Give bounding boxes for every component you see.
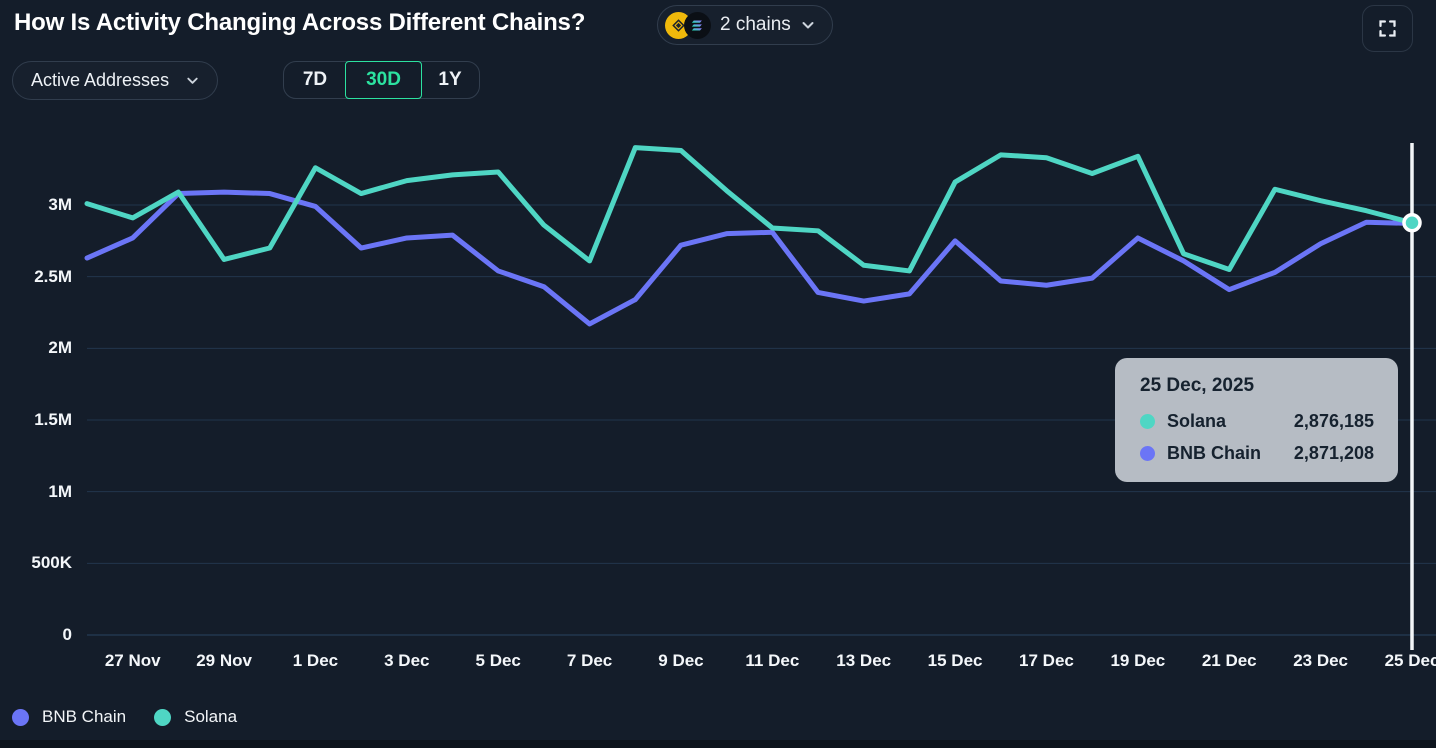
chart-legend: BNB Chain Solana — [12, 707, 237, 727]
tooltip-series-name: BNB Chain — [1167, 443, 1261, 463]
x-tick-label: 29 Nov — [196, 651, 252, 670]
y-tick-label: 2.5M — [34, 266, 72, 286]
series-line-bnb — [84, 189, 1415, 327]
y-tick-label: 0 — [62, 625, 72, 644]
y-tick-label: 500K — [31, 553, 72, 573]
tooltip-row-solana: Solana 2,876,185 — [1140, 411, 1374, 432]
legend-dot-solana — [154, 708, 172, 726]
y-tick-label: 2M — [48, 338, 72, 358]
legend-label: BNB Chain — [42, 707, 127, 726]
tooltip-dot-bnb — [1140, 446, 1155, 461]
legend-item-bnb[interactable]: BNB Chain — [12, 707, 126, 727]
chevron-down-icon — [185, 73, 200, 88]
x-tick-label: 3 Dec — [384, 651, 430, 670]
x-tick-label: 15 Dec — [927, 651, 983, 670]
solana-icon — [684, 11, 711, 39]
bottom-strip — [0, 740, 1436, 748]
x-tick-label: 9 Dec — [658, 651, 704, 670]
range-tab-30d[interactable]: 30D — [345, 61, 422, 99]
chain-icons-group — [665, 11, 711, 39]
tooltip-series-name: Solana — [1167, 411, 1227, 431]
tooltip-row-bnb: BNB Chain 2,871,208 — [1140, 443, 1374, 464]
tooltip-date: 25 Dec, 2025 — [1140, 375, 1255, 396]
expand-icon — [1377, 18, 1398, 39]
tooltip-series-value: 2,876,185 — [1293, 411, 1374, 431]
range-tab-7d[interactable]: 7D — [302, 69, 328, 90]
x-tick-label: 13 Dec — [836, 651, 892, 670]
metric-dropdown-value: Active Addresses — [31, 70, 170, 90]
legend-dot-bnb — [12, 708, 29, 726]
series-line-solana — [84, 145, 1415, 274]
y-tick-label: 1M — [48, 481, 72, 501]
x-tick-label: 19 Dec — [1110, 651, 1166, 670]
chart-tooltip: 25 Dec, 2025 Solana 2,876,185 BNB Chain 2,8… — [1115, 358, 1398, 482]
crosshair-marker — [1402, 213, 1422, 233]
range-tab-group: 7D 30D 1Y — [283, 61, 480, 99]
x-tick-label: 1 Dec — [292, 651, 339, 670]
x-tick-label: 5 Dec — [475, 651, 521, 670]
chains-selector[interactable]: 2 chains — [657, 5, 833, 45]
y-tick-label: 3M — [48, 195, 72, 214]
tooltip-series-value: 2,871,208 — [1293, 443, 1374, 463]
chevron-down-icon — [800, 17, 816, 33]
chains-selector-label: 2 chains — [720, 14, 791, 35]
x-tick-label: 27 Nov — [104, 651, 161, 670]
x-tick-label: 7 Dec — [566, 651, 613, 670]
x-tick-label: 17 Dec — [1019, 651, 1074, 670]
fullscreen-button[interactable] — [1362, 5, 1413, 52]
tooltip-dot-solana — [1140, 414, 1155, 429]
page-title: How Is Activity Changing Across Differen… — [14, 9, 586, 36]
x-tick-label: 11 Dec — [745, 651, 800, 670]
x-tick-label: 25 Dec — [1384, 651, 1436, 670]
legend-item-solana[interactable]: Solana — [154, 707, 237, 727]
x-tick-label: 23 Dec — [1293, 651, 1349, 670]
x-tick-label: 21 Dec — [1201, 651, 1257, 670]
y-tick-label: 1.5M — [34, 410, 72, 429]
range-tab-1y[interactable]: 1Y — [438, 69, 462, 90]
legend-label: Solana — [184, 707, 238, 726]
metric-dropdown[interactable]: Active Addresses — [12, 61, 219, 100]
